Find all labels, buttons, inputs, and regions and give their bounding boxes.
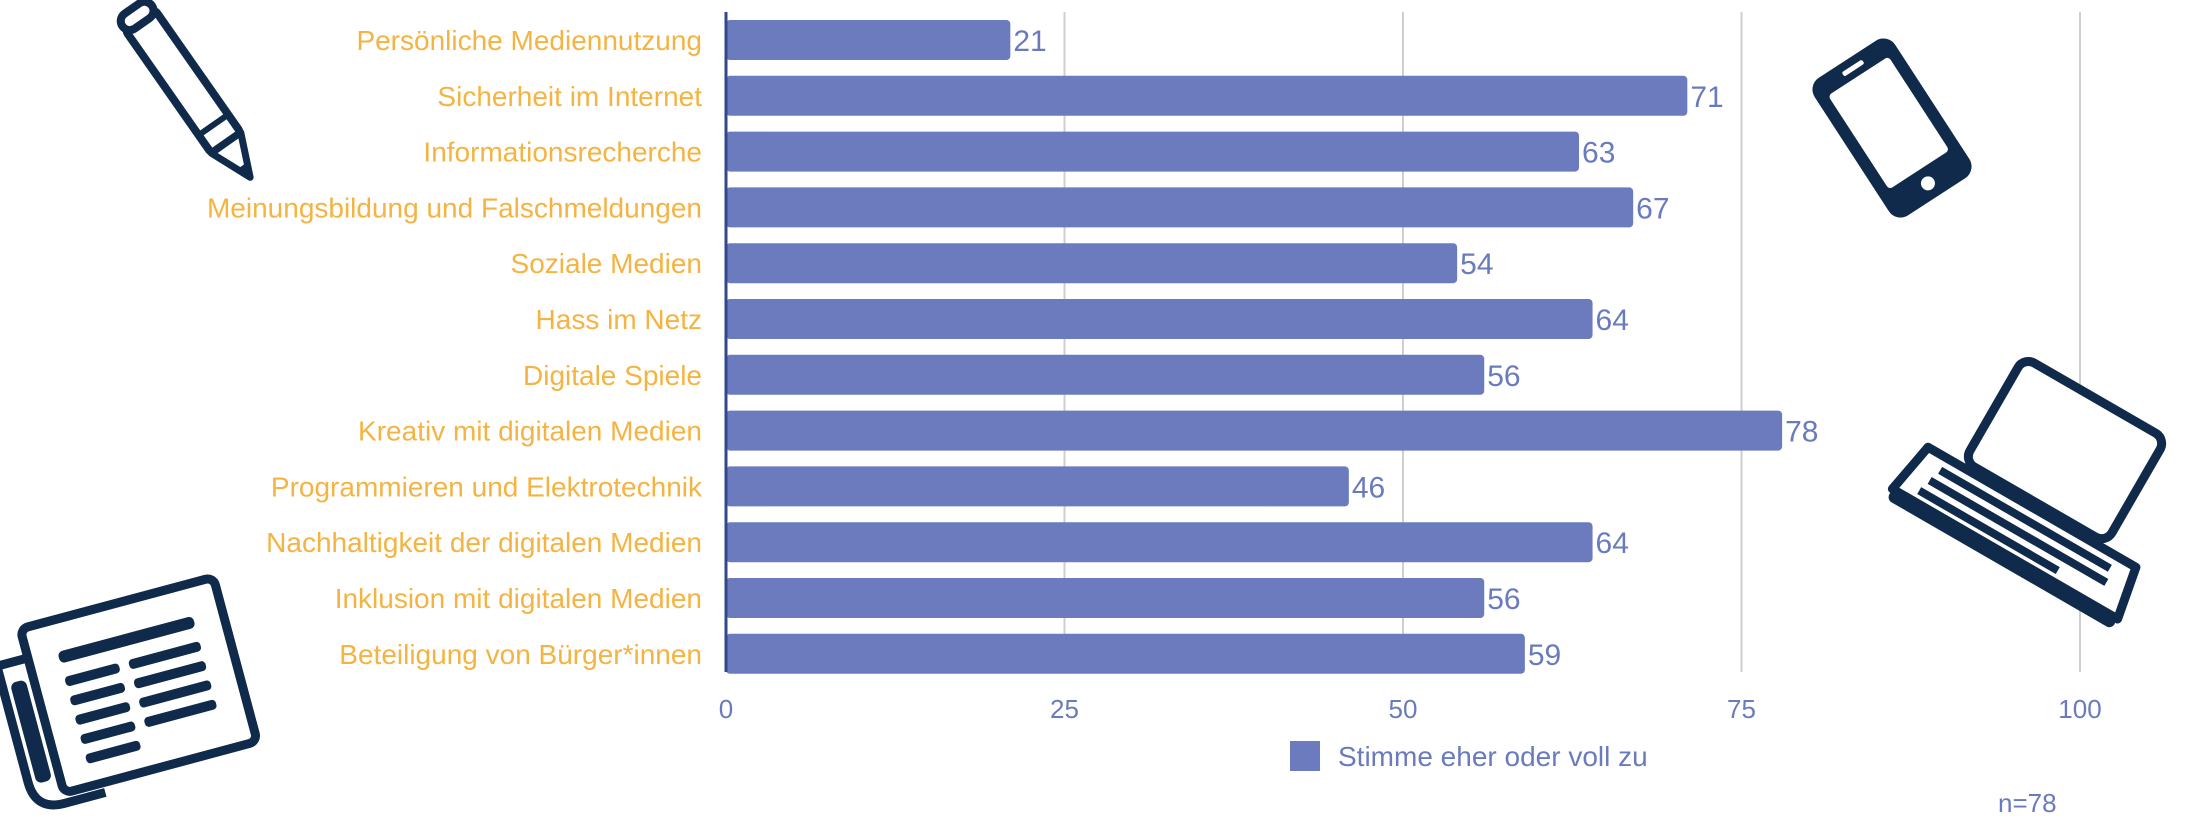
bar	[726, 633, 1525, 674]
value-label: 71	[1690, 81, 1723, 114]
category-label: Beteiligung von Bürger*innen	[339, 639, 702, 670]
value-label: 67	[1636, 192, 1669, 225]
category-label: Inklusion mit digitalen Medien	[335, 583, 702, 614]
bars	[726, 20, 1783, 674]
smartphone-icon	[1812, 38, 1972, 218]
x-tick-label: 0	[719, 694, 733, 724]
laptop-icon	[1887, 356, 2167, 628]
value-label: 21	[1013, 25, 1046, 58]
bar	[726, 522, 1593, 563]
bar	[726, 131, 1580, 172]
legend-swatch	[1290, 741, 1320, 771]
legend: Stimme eher oder voll zu	[1290, 741, 1648, 772]
bar	[726, 20, 1011, 60]
category-label: Programmieren und Elektrotechnik	[271, 471, 703, 502]
bar	[726, 75, 1688, 116]
x-tick-label: 25	[1050, 694, 1079, 724]
category-label: Persönliche Mediennutzung	[356, 25, 702, 56]
value-label: 78	[1785, 416, 1818, 449]
x-tick-label: 75	[1727, 694, 1756, 724]
category-label: Kreativ mit digitalen Medien	[358, 416, 702, 447]
bar	[726, 299, 1593, 339]
bar	[726, 410, 1783, 451]
bar	[726, 578, 1485, 618]
bar	[726, 187, 1634, 228]
value-label: 64	[1596, 304, 1629, 337]
category-label: Sicherheit im Internet	[437, 81, 702, 112]
value-label: 59	[1528, 639, 1561, 672]
category-label: Soziale Medien	[511, 248, 702, 279]
pencil-icon	[116, 0, 254, 181]
x-tick-labels: 0 25 50 75 100	[719, 694, 2102, 724]
category-label: Digitale Spiele	[523, 360, 702, 391]
category-label: Meinungsbildung und Falschmeldungen	[207, 192, 702, 223]
value-label: 56	[1487, 583, 1520, 616]
x-tick-label: 100	[2058, 694, 2101, 724]
value-label: 64	[1596, 527, 1629, 560]
category-label: Informationsrecherche	[423, 137, 702, 168]
category-labels: Persönliche Mediennutzung Sicherheit im I…	[207, 25, 703, 670]
value-label: 54	[1460, 248, 1493, 281]
sample-size-note: n=78	[1998, 788, 2057, 816]
value-label: 56	[1487, 360, 1520, 393]
bar	[726, 354, 1485, 395]
bar	[726, 243, 1458, 284]
category-label: Nachhaltigkeit der digitalen Medien	[266, 527, 702, 558]
x-tick-label: 50	[1389, 694, 1418, 724]
category-label: Hass im Netz	[536, 304, 702, 335]
bar	[726, 466, 1349, 507]
newspaper-icon	[0, 574, 261, 810]
value-label: 63	[1582, 137, 1615, 170]
legend-label: Stimme eher oder voll zu	[1338, 741, 1648, 772]
value-label: 46	[1352, 471, 1385, 504]
